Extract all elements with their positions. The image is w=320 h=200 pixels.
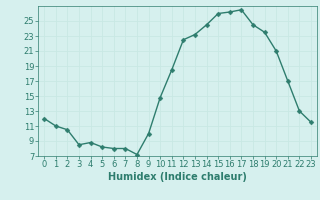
X-axis label: Humidex (Indice chaleur): Humidex (Indice chaleur) — [108, 172, 247, 182]
